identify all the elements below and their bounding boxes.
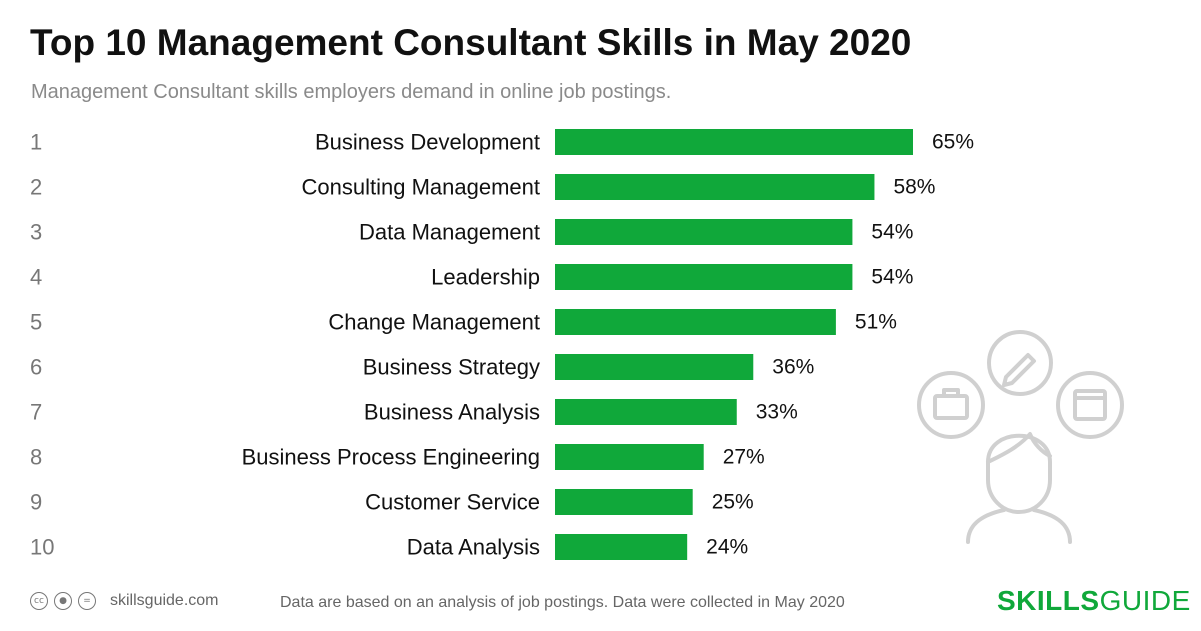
category-label: Business Process Engineering <box>242 445 540 470</box>
site-link[interactable]: skillsguide.com <box>110 592 219 609</box>
category-label: Data Analysis <box>407 535 540 560</box>
consultant-illustration-icon <box>917 330 1124 544</box>
rank-label: 2 <box>30 175 42 200</box>
brand-light: GUIDE <box>1099 585 1191 616</box>
value-label: 51% <box>855 311 897 334</box>
category-label: Leadership <box>431 265 540 290</box>
brand-logo[interactable]: SKILLSGUIDE <box>997 585 1191 617</box>
value-label: 36% <box>772 356 814 379</box>
rank-label: 5 <box>30 310 42 335</box>
footnote: Data are based on an analysis of job pos… <box>280 594 845 611</box>
category-label: Business Development <box>315 130 540 155</box>
bar <box>555 534 688 560</box>
bar <box>555 174 875 200</box>
footer-left: cc ● = skillsguide.com <box>30 592 218 610</box>
category-label: Business Strategy <box>363 355 540 380</box>
value-label: 25% <box>712 491 754 514</box>
bar <box>555 399 737 425</box>
bar <box>555 264 853 290</box>
value-label: 58% <box>893 176 935 199</box>
chart-title: Top 10 Management Consultant Skills in M… <box>30 22 912 63</box>
bar <box>555 489 693 515</box>
category-label: Business Analysis <box>364 400 540 425</box>
value-label: 65% <box>932 131 974 154</box>
rank-label: 10 <box>30 535 54 560</box>
category-label: Data Management <box>359 220 540 245</box>
cc-icon: cc <box>30 592 48 610</box>
by-icon: ● <box>54 592 72 610</box>
rank-label: 9 <box>30 490 42 515</box>
bar <box>555 309 836 335</box>
rank-label: 1 <box>30 130 42 155</box>
bar <box>555 444 704 470</box>
category-label: Change Management <box>328 310 540 335</box>
bar <box>555 219 853 245</box>
nd-icon: = <box>78 592 96 610</box>
rank-label: 8 <box>30 445 42 470</box>
brand-bold: SKILLS <box>997 585 1100 616</box>
chart-subtitle: Management Consultant skills employers d… <box>31 81 672 103</box>
rank-label: 7 <box>30 400 42 425</box>
rank-label: 6 <box>30 355 42 380</box>
rank-label: 3 <box>30 220 42 245</box>
rank-label: 4 <box>30 265 42 290</box>
bar <box>555 354 754 380</box>
value-label: 33% <box>756 401 798 424</box>
value-label: 54% <box>871 221 913 244</box>
value-label: 27% <box>723 446 765 469</box>
bar <box>555 129 913 155</box>
value-label: 24% <box>706 536 748 559</box>
value-label: 54% <box>871 266 913 289</box>
category-label: Customer Service <box>365 490 540 515</box>
category-label: Consulting Management <box>302 175 540 200</box>
